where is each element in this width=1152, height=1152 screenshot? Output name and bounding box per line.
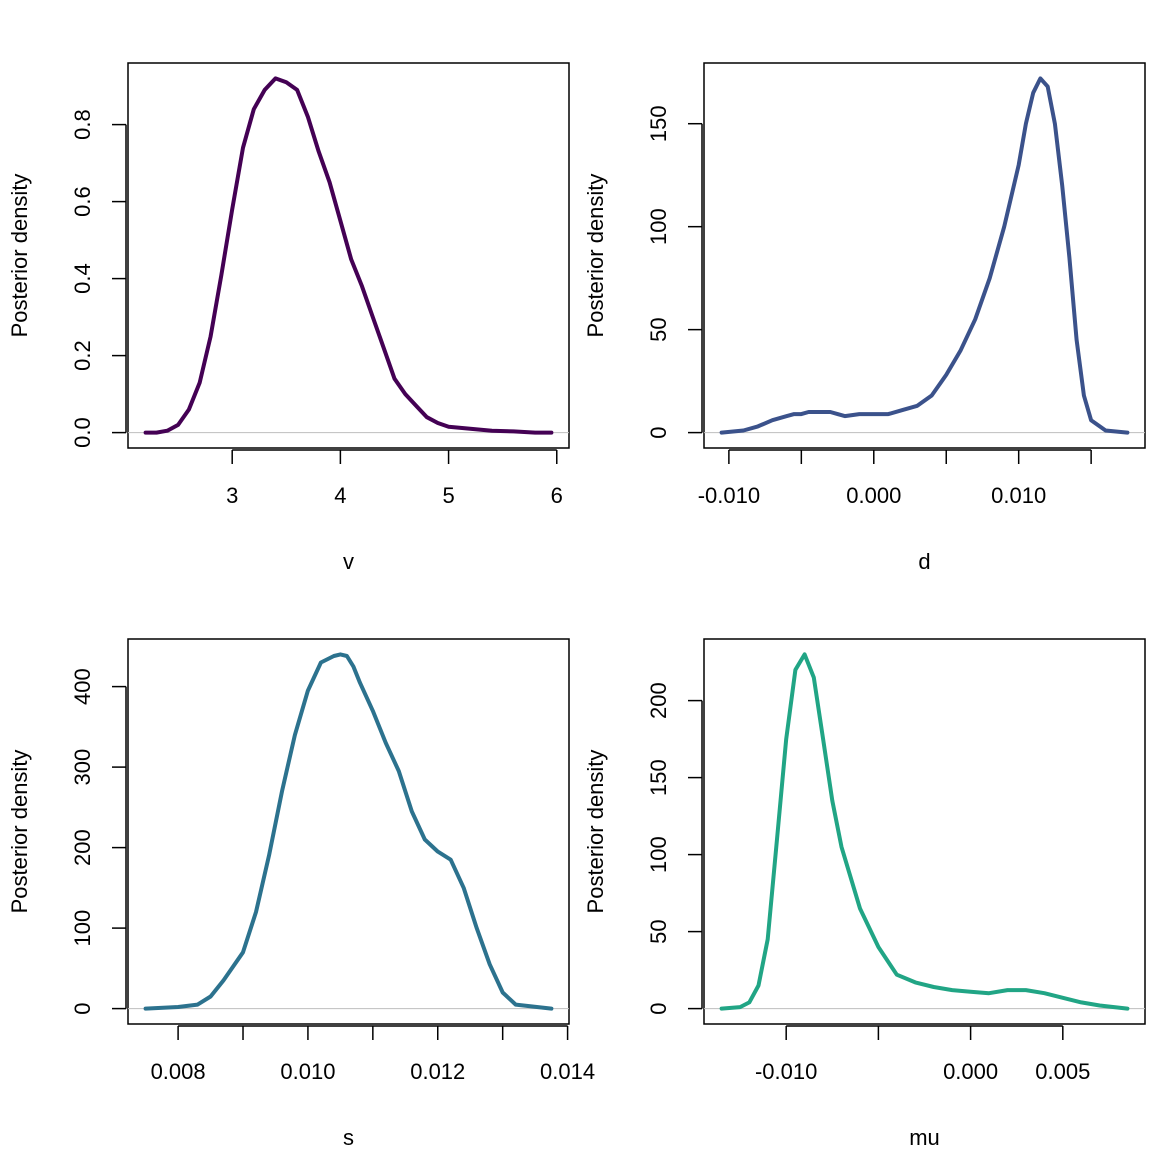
y-tick-label: 100 [70,910,95,947]
x-tick-label: 6 [551,483,563,508]
y-tick-label: 0.0 [70,417,95,448]
y-tick-label: 0 [646,1002,671,1014]
chart-panel-d: -0.010 0.000 0.010 0 50 100 150 d Posterior dens… [583,62,1146,574]
y-axis-title: Posterior density [7,174,32,338]
x-tick-label: -0.010 [698,483,760,508]
y-tick-label: 0.6 [70,186,95,217]
y-tick-label: 50 [646,317,671,341]
y-tick-label: 200 [70,829,95,866]
y-tick-label: 0.8 [70,109,95,140]
chart-panel-v: 3 4 5 6 0.0 0.2 0.4 0.6 0.8 v Posterior density [7,62,570,574]
y-tick-label: 100 [646,836,671,873]
chart-panel-mu: -0.010 0.000 0.005 0 50 100 150 200 mu Posterior … [583,638,1146,1150]
y-tick-label: 0 [70,1002,95,1014]
x-tick-label: 4 [334,483,346,508]
y-tick-label: 150 [646,105,671,142]
y-tick-label: 400 [70,668,95,705]
x-tick-label: 0.000 [846,483,901,508]
x-axis-title: s [343,1125,354,1150]
y-tick-label: 200 [646,682,671,719]
y-axis-title: Posterior density [583,750,608,914]
y-tick-label: 0.4 [70,263,95,294]
x-tick-label: 0.008 [151,1059,206,1084]
x-tick-label: 0.012 [410,1059,465,1084]
chart-panel-s: 0.008 0.010 0.012 0.014 0 100 200 300 400 s Poster… [7,638,595,1150]
x-tick-label: 5 [442,483,454,508]
y-tick-label: 0.2 [70,340,95,371]
x-tick-label: 0.014 [540,1059,595,1084]
x-tick-label: 0.010 [280,1059,335,1084]
y-tick-label: 100 [646,208,671,245]
x-tick-label: 0.010 [991,483,1046,508]
x-tick-label: -0.010 [755,1059,817,1084]
y-tick-label: 150 [646,759,671,796]
y-axis-title: Posterior density [583,174,608,338]
y-tick-label: 50 [646,919,671,943]
plot-frame [703,638,1146,1025]
density-curve-v [143,76,554,435]
y-tick-label: 0 [646,426,671,438]
plot-frame [127,62,570,449]
density-curve-d [719,76,1130,435]
x-axis-title: v [343,549,354,574]
density-curve-mu [719,652,1130,1011]
y-axis-title: Posterior density [7,750,32,914]
plot-frame [127,638,570,1025]
y-tick-label: 300 [70,749,95,786]
plot-frame [703,62,1146,449]
x-tick-label: 3 [226,483,238,508]
x-axis-title: mu [909,1125,940,1150]
x-axis-title: d [918,549,930,574]
density-curve-s [143,652,554,1011]
x-tick-label: 0.000 [943,1059,998,1084]
x-tick-label: 0.005 [1035,1059,1090,1084]
